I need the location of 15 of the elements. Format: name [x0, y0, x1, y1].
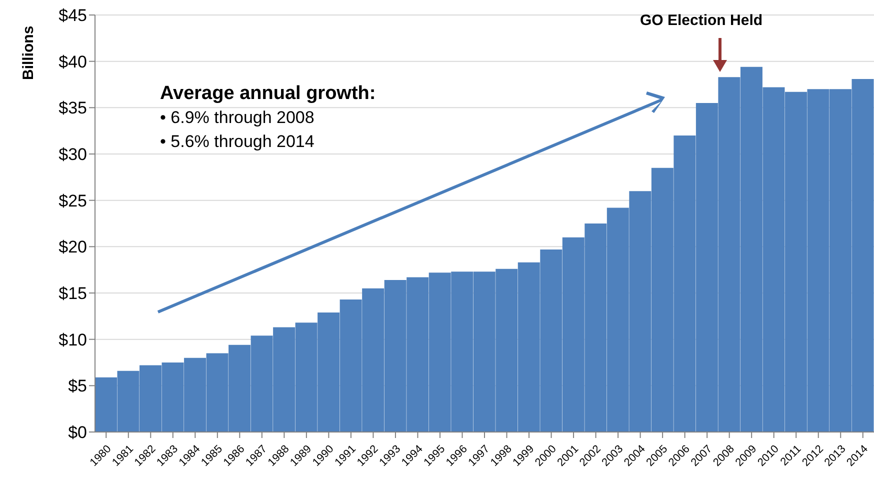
annotation: GO Election Held	[640, 12, 763, 29]
y-tick-label: $25	[58, 191, 87, 210]
annotation: • 6.9% through 2008	[160, 107, 316, 129]
y-tick-label: $30	[58, 145, 87, 164]
y-tick-label: $15	[58, 284, 87, 304]
y-tick-label: $40	[58, 52, 87, 72]
y-tick-label: $45	[58, 6, 87, 26]
y-tick-label: $10	[58, 330, 87, 350]
y-tick-label: $0	[68, 423, 87, 442]
annotation: • 5.6% through 2014	[160, 131, 316, 153]
annotation: Average annual growth:	[160, 82, 376, 106]
y-tick-label: $20	[58, 238, 87, 257]
y-axis-title: Billions	[20, 26, 37, 80]
y-tick-label: $35	[58, 98, 87, 118]
y-tick-label: $5	[68, 376, 87, 396]
